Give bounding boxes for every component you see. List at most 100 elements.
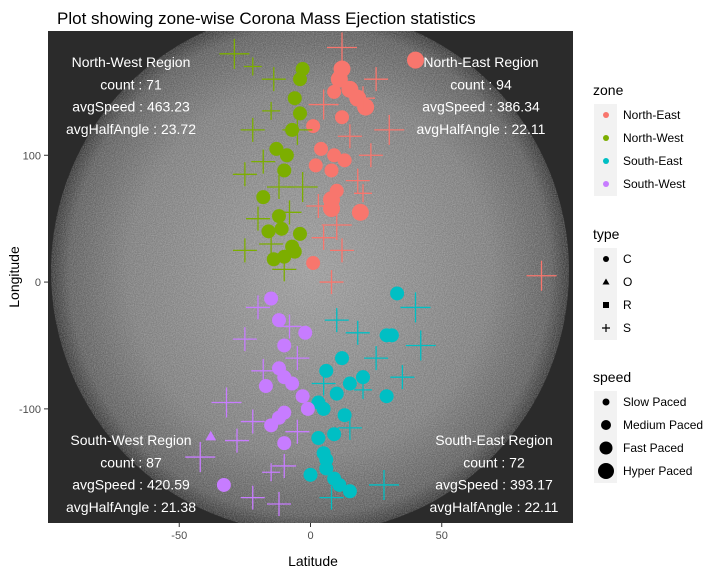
data-point-north-east (351, 203, 369, 221)
annotation-south-west-line: avgHalfAngle : 21.38 (66, 499, 196, 515)
data-point-south-west (277, 314, 302, 339)
data-point-south-east (356, 370, 370, 385)
data-point-north-west (256, 190, 271, 205)
legend-key-north-west (603, 135, 609, 141)
data-point-south-west (205, 430, 217, 441)
legend-key-size (598, 463, 614, 479)
data-point-north-west (282, 114, 313, 145)
data-point-north-west (266, 252, 281, 267)
data-point-north-east (337, 153, 352, 168)
data-point-north-west (277, 200, 302, 225)
data-point-south-west (240, 485, 265, 510)
legend-title-zone: zone (593, 82, 624, 98)
legend-label-zone: North-East (623, 108, 681, 122)
data-point-north-east (526, 260, 557, 291)
annotation-south-east-line: avgSpeed : 393.17 (435, 477, 553, 493)
legend-key-south-east (603, 158, 609, 164)
data-point-north-east (306, 256, 321, 271)
legend-label-speed: Fast Paced (623, 441, 684, 455)
legend-title-speed: speed (593, 369, 631, 385)
sun-texture (51, 31, 569, 523)
data-point-north-west (232, 238, 257, 263)
data-point-south-east (319, 363, 334, 378)
data-point-south-east (329, 386, 344, 401)
data-point-north-west (287, 91, 302, 106)
x-tick-label: -50 (171, 530, 187, 542)
data-point-north-east (308, 158, 323, 173)
annotation-south-east-line: South-East Region (435, 432, 553, 448)
legend-label-speed: Slow Paced (623, 395, 686, 409)
data-point-north-west (232, 162, 257, 187)
data-point-south-west (285, 419, 310, 444)
data-point-north-east (374, 114, 405, 145)
data-point-south-east (337, 408, 352, 423)
legend-key-north-east (603, 112, 609, 118)
data-point-south-west (251, 358, 276, 383)
data-point-north-west (261, 67, 286, 92)
data-point-north-east (321, 210, 352, 241)
data-point-south-west (277, 338, 292, 353)
data-point-south-west (262, 463, 281, 482)
data-point-north-east (407, 51, 424, 69)
legend-label-zone: North-West (623, 131, 684, 145)
data-point-south-west (298, 325, 313, 340)
annotation-north-east-line: North-East Region (423, 54, 538, 70)
data-point-south-east (354, 380, 372, 399)
data-point-north-west (293, 226, 307, 241)
chart-title: Plot showing zone-wise Corona Mass Eject… (57, 9, 476, 28)
data-point-north-west (261, 224, 276, 239)
data-point-south-east (342, 376, 357, 391)
data-point-north-east (351, 86, 375, 111)
legend-label-type: O (623, 275, 632, 289)
data-point-north-east (330, 70, 348, 88)
data-point-south-east (390, 286, 405, 301)
data-point-south-west (258, 379, 273, 394)
annotation-north-east-line: avgHalfAngle : 22.11 (417, 121, 546, 137)
data-point-south-west (272, 453, 297, 478)
data-point-north-west (240, 117, 265, 142)
annotation-north-east-line: avgSpeed : 386.34 (422, 99, 540, 115)
annotation-south-east-line: avgHalfAngle : 22.11 (430, 499, 559, 515)
legend-label-type: C (623, 252, 632, 266)
data-point-south-east (390, 365, 415, 390)
annotation-south-west-line: avgSpeed : 420.59 (72, 477, 190, 493)
legend-label-type: S (623, 321, 631, 335)
data-point-north-west (272, 209, 286, 224)
data-point-south-east (400, 292, 431, 323)
data-point-south-east (379, 389, 394, 404)
data-point-north-east (308, 89, 339, 120)
data-point-north-west (259, 232, 284, 257)
data-point-south-east (319, 485, 344, 510)
data-point-south-east (303, 467, 318, 482)
data-point-north-east (323, 200, 340, 218)
data-point-north-east (330, 238, 354, 263)
data-point-south-east (337, 415, 362, 440)
data-point-south-west (225, 428, 249, 453)
data-point-north-east (314, 141, 328, 156)
data-point-north-east (335, 110, 349, 125)
data-point-south-east (364, 346, 389, 371)
data-point-north-east (311, 225, 336, 250)
x-axis-title: Latitude (288, 553, 338, 569)
legend-label-speed: Hyper Paced (623, 464, 692, 478)
data-point-north-east (358, 143, 383, 168)
data-point-south-east (311, 371, 336, 396)
plot-panel (48, 31, 573, 523)
data-point-south-west (277, 436, 292, 451)
data-point-north-east (306, 119, 321, 134)
data-point-south-east (311, 431, 326, 446)
y-tick-label: 100 (23, 150, 41, 162)
data-point-south-west (211, 387, 242, 418)
legend-key-size (602, 398, 610, 406)
y-tick-label: 0 (35, 277, 41, 289)
data-point-south-east (332, 477, 347, 492)
legend-key-triangle (602, 278, 610, 285)
annotation-south-east-line: count : 72 (463, 454, 525, 470)
data-point-north-west (293, 106, 307, 121)
data-point-south-east (335, 351, 349, 366)
data-point-south-west (246, 295, 270, 320)
data-point-north-east (319, 270, 344, 295)
data-point-south-east (327, 427, 342, 442)
data-point-north-west (272, 257, 297, 282)
